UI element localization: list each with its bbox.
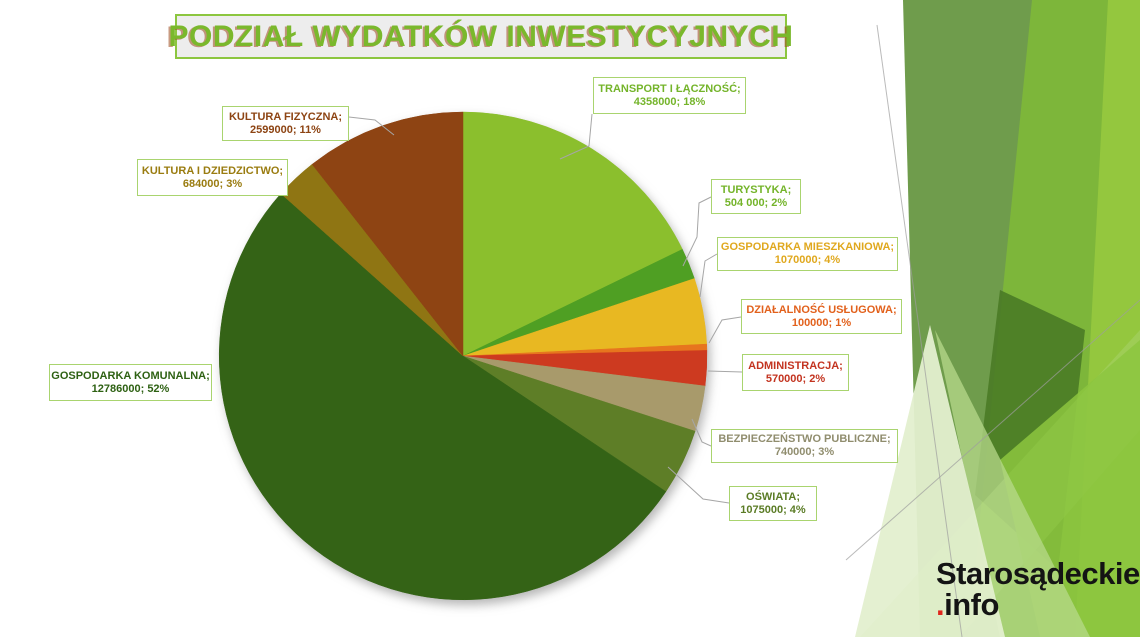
watermark-logo: Starosądeckie .info xyxy=(936,558,1140,620)
leader-line-bezpiecze-stwo-publiczne xyxy=(691,418,712,447)
leader-line-dzia-alno-us-ugowa xyxy=(708,316,742,344)
callout-value-label: 570000; 2% xyxy=(765,372,826,385)
leader-line-transport-i-czno xyxy=(559,113,593,160)
callout-category-label: BEZPIECZEŃSTWO PUBLICZNE; xyxy=(718,433,891,445)
callout-value-label: 100000; 1% xyxy=(791,316,852,329)
callout-category-label: KULTURA I DZIEDZICTWO; xyxy=(141,164,284,177)
callout-value-label: 740000; 3% xyxy=(774,446,835,458)
pie xyxy=(218,111,708,600)
accent-line xyxy=(876,24,963,637)
callout-kultura-i-dziedzictwo: KULTURA I DZIEDZICTWO; 684000; 3% xyxy=(137,159,288,196)
callout-category-label: DZIAŁALNOŚĆ USŁUGOWA; xyxy=(746,303,897,316)
logo-domain: .info xyxy=(936,589,1140,620)
leader-line-gospodarka-mieszkaniowa xyxy=(699,253,718,298)
callout-category-label: GOSPODARKA MIESZKANIOWA; xyxy=(720,241,895,253)
callout-value-label: 1070000; 4% xyxy=(774,254,841,266)
callout-dzia-alno-us-ugowa: DZIAŁALNOŚĆ USŁUGOWA; 100000; 1% xyxy=(741,299,902,334)
callout-value-label: 2599000; 11% xyxy=(250,123,321,136)
callout-category-label: OŚWIATA; xyxy=(746,490,800,503)
callout-value-label: 1075000; 4% xyxy=(740,503,806,516)
accent-triangle xyxy=(855,325,1005,637)
callout-gospodarka-komunalna: GOSPODARKA KOMUNALNA; 12786000; 52% xyxy=(49,364,212,401)
callout-bezpiecze-stwo-publiczne: BEZPIECZEŃSTWO PUBLICZNE; 740000; 3% xyxy=(711,429,898,463)
callout-transport-i-czno: TRANSPORT I ŁĄCZNOŚĆ; 4358000; 18% xyxy=(593,77,746,114)
callout-category-label: ADMINISTRACJA; xyxy=(748,359,843,372)
leader-line-turystyka xyxy=(682,196,712,267)
callout-kultura-fizyczna: KULTURA FIZYCZNA; 2599000; 11% xyxy=(222,106,349,141)
leader-line-kultura-fizyczna xyxy=(348,116,395,136)
pie-slice-gospodarka-komunalna xyxy=(218,193,667,600)
callout-turystyka: TURYSTYKA; 504 000; 2% xyxy=(711,179,801,214)
pie-slice-transport-i-czno xyxy=(462,111,683,357)
callout-value-label: 12786000; 52% xyxy=(91,382,170,395)
slide-title-box: PODZIAŁ WYDATKÓW INWESTYCYJNYCH xyxy=(169,14,793,59)
callout-category-label: TRANSPORT I ŁĄCZNOŚĆ; xyxy=(598,82,741,95)
callout-category-label: GOSPODARKA KOMUNALNA; xyxy=(51,369,210,382)
pie-slice-kultura-fizyczna xyxy=(311,111,464,357)
callout-value-label: 684000; 3% xyxy=(182,177,243,190)
callout-category-label: KULTURA FIZYCZNA; xyxy=(228,110,343,123)
leader-lines xyxy=(348,113,743,504)
accent-line xyxy=(845,299,1140,561)
leader-line-administracja xyxy=(707,370,743,373)
callout-category-label: TURYSTYKA; xyxy=(720,183,792,196)
logo-name: Starosądeckie xyxy=(936,556,1140,591)
callout-gospodarka-mieszkaniowa: GOSPODARKA MIESZKANIOWA; 1070000; 4% xyxy=(717,237,898,271)
leader-line-o-wiata xyxy=(667,466,730,504)
logo-dot: . xyxy=(936,587,945,622)
callout-o-wiata: OŚWIATA; 1075000; 4% xyxy=(729,486,817,521)
accent-triangle xyxy=(935,330,1090,637)
callout-value-label: 4358000; 18% xyxy=(633,95,706,108)
logo-domain-text: info xyxy=(944,587,999,622)
callout-administracja: ADMINISTRACJA; 570000; 2% xyxy=(742,354,849,391)
callout-value-label: 504 000; 2% xyxy=(724,196,788,209)
slide-title: PODZIAŁ WYDATKÓW INWESTYCYJNYCH xyxy=(168,19,794,53)
